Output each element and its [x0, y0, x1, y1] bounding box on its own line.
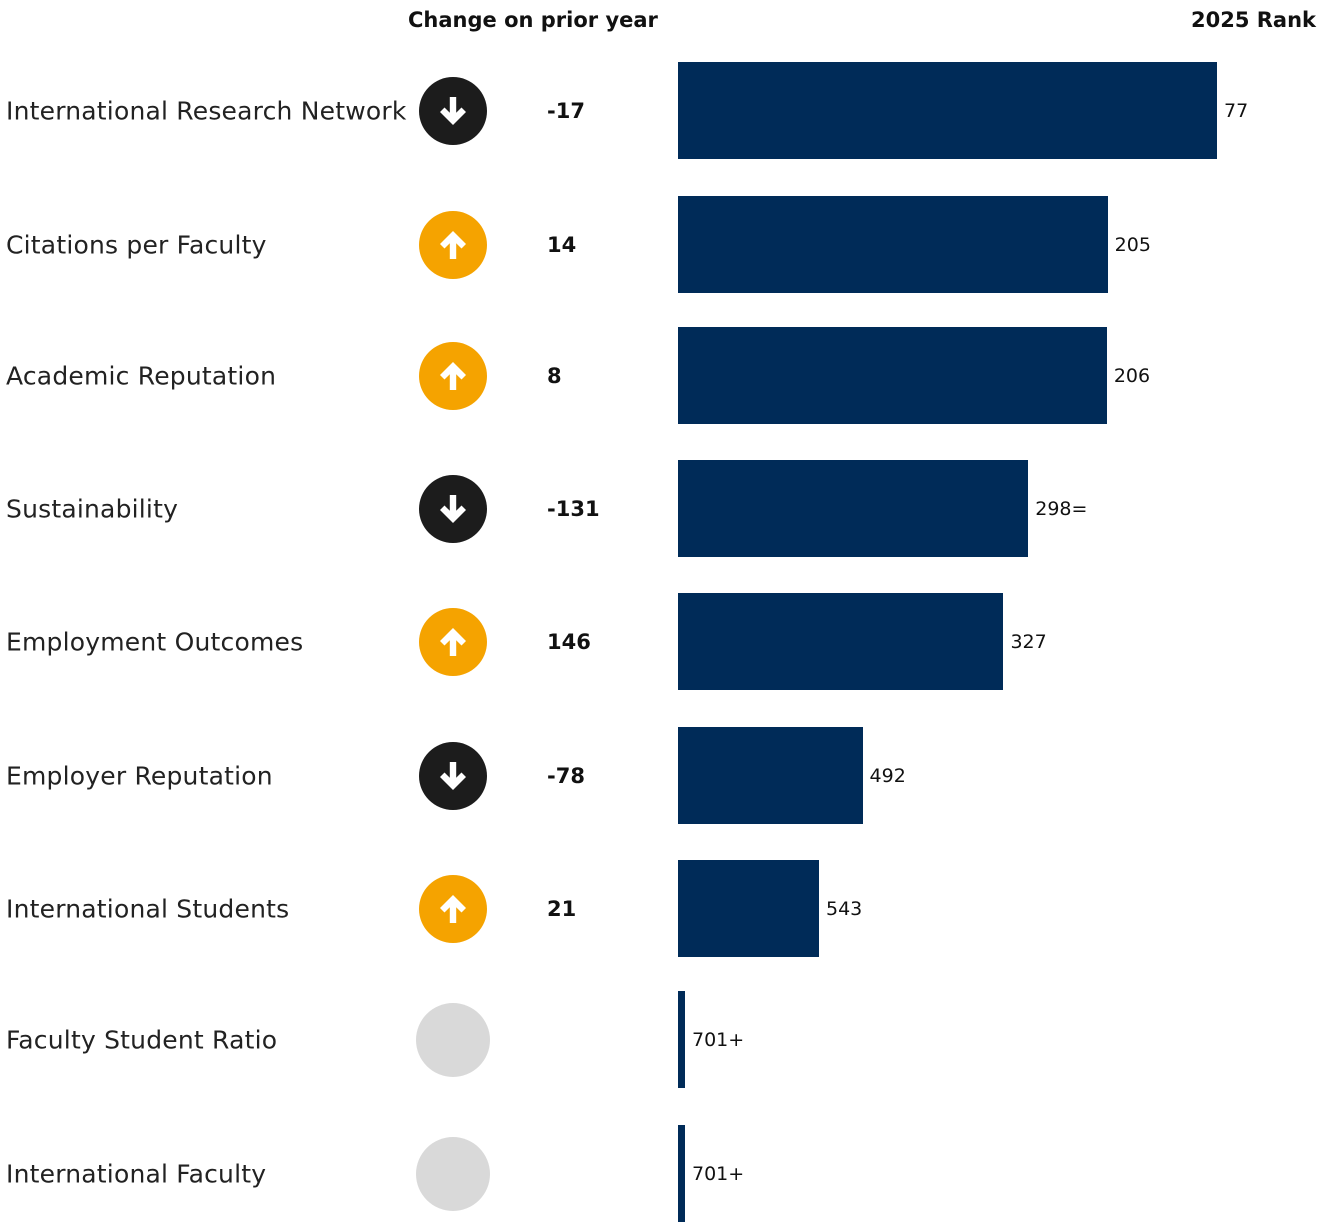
rank-bar: [678, 1125, 685, 1222]
row-label: International Research Network: [6, 96, 407, 125]
arrow-down-icon: [419, 474, 487, 543]
row-label: Employer Reputation: [6, 761, 273, 790]
rank-bar: [678, 860, 819, 957]
change-value: 146: [547, 629, 591, 654]
empty-circle-icon: [416, 1136, 490, 1211]
row-label: International Students: [6, 894, 290, 923]
rank-value-label: 492: [869, 764, 906, 787]
rank-bar: [678, 327, 1107, 424]
rank-value-label: 701+: [692, 1162, 745, 1185]
rank-bar: [678, 593, 1004, 690]
rank-value-label: 205: [1114, 233, 1151, 256]
arrow-down-icon: [419, 76, 487, 145]
rank-bar: [678, 62, 1217, 159]
rank-column-header: 2025 Rank: [1190, 8, 1316, 32]
change-value: -17: [547, 98, 585, 123]
row-sustainability: Sustainability -131 298=: [0, 460, 1318, 557]
row-international-faculty: International Faculty 701+: [0, 1125, 1318, 1222]
change-value: -131: [547, 496, 600, 521]
row-label: Employment Outcomes: [6, 627, 304, 656]
rank-bar: [678, 460, 1029, 557]
rank-value-label: 206: [1113, 364, 1151, 387]
empty-circle-icon: [416, 1002, 490, 1077]
arrow-up-icon: [419, 341, 487, 410]
change-value: -78: [547, 763, 585, 788]
change-column-header: Change on prior year: [408, 8, 658, 32]
arrow-up-icon: [419, 874, 487, 943]
row-label: Sustainability: [6, 494, 179, 523]
rank-value-label: 543: [826, 897, 863, 920]
row-label: International Faculty: [6, 1159, 267, 1188]
rank-value-label: 701+: [692, 1028, 745, 1051]
rank-value-label: 77: [1224, 99, 1249, 122]
change-value: 14: [547, 232, 577, 257]
arrow-up-icon: [419, 210, 487, 279]
row-international-research-network: International Research Network -17 77: [0, 62, 1318, 159]
rank-bar: [678, 727, 863, 824]
change-value: 21: [547, 896, 577, 921]
arrow-down-icon: [419, 741, 487, 810]
row-citations-per-faculty: Citations per Faculty 14 205: [0, 196, 1318, 293]
row-label: Faculty Student Ratio: [6, 1025, 278, 1054]
rank-bar: [678, 196, 1108, 293]
arrow-up-icon: [419, 607, 487, 676]
rank-value-label: 327: [1010, 630, 1047, 653]
rank-value-label: 298=: [1035, 497, 1088, 520]
rank-bar: [678, 991, 685, 1088]
change-value: 8: [547, 363, 562, 388]
row-employer-reputation: Employer Reputation -78 492: [0, 727, 1318, 824]
row-label: Academic Reputation: [6, 361, 277, 390]
row-international-students: International Students 21 543: [0, 860, 1318, 957]
row-employment-outcomes: Employment Outcomes 146 327: [0, 593, 1318, 690]
row-academic-reputation: Academic Reputation 8 206: [0, 327, 1318, 424]
row-label: Citations per Faculty: [6, 230, 267, 259]
row-faculty-student-ratio: Faculty Student Ratio 701+: [0, 991, 1318, 1088]
